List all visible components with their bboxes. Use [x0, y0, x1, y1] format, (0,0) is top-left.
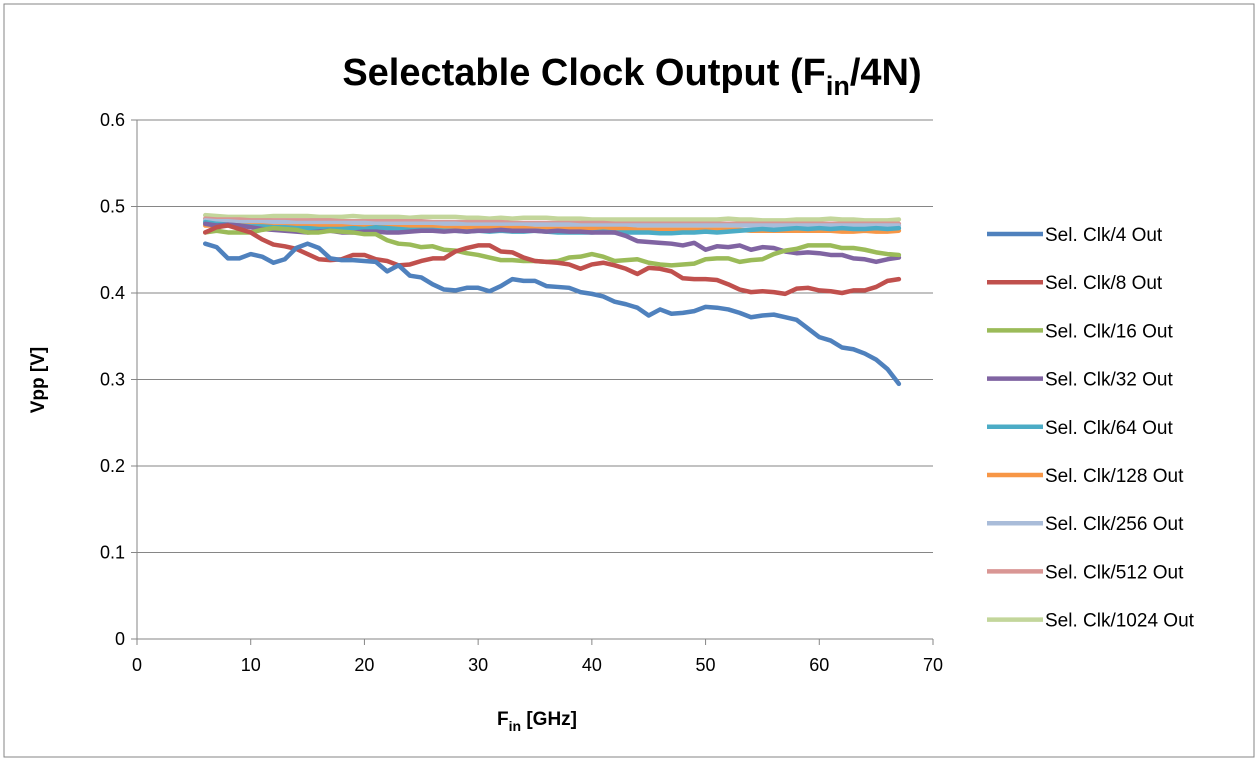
legend-label: Sel. Clk/512 Out	[1045, 562, 1184, 583]
series-line	[202, 241, 902, 387]
legend-label: Sel. Clk/32 Out	[1045, 370, 1173, 391]
series-line	[202, 223, 902, 297]
y-tick-label: 0.1	[100, 543, 125, 563]
xlabel-subscript: in	[509, 718, 521, 734]
title-part: Selectable Clock Output (F	[342, 52, 826, 94]
x-tick-label: 20	[354, 655, 374, 675]
y-tick-label: 0.5	[100, 197, 125, 217]
xlabel-part: [GHz]	[521, 709, 577, 730]
chart-frame	[3, 3, 1255, 758]
x-tick-label: 50	[696, 655, 716, 675]
legend-label: Sel. Clk/256 Out	[1045, 514, 1184, 535]
series-line	[202, 212, 902, 223]
x-tick-label: 70	[923, 655, 943, 675]
x-tick-label: 0	[132, 655, 142, 675]
y-axis-label: Vpp [V]	[28, 347, 49, 414]
title-subscript: in	[826, 71, 850, 101]
y-tick-label: 0	[115, 629, 125, 649]
x-tick-label: 30	[468, 655, 488, 675]
x-tick-label: 40	[582, 655, 602, 675]
legend-label: Sel. Clk/1024 Out	[1045, 611, 1195, 632]
x-axis-label: Fin [GHz]	[497, 709, 577, 734]
x-tick-label: 60	[809, 655, 829, 675]
legend-label: Sel. Clk/128 Out	[1045, 466, 1184, 487]
legend-label: Sel. Clk/4 Out	[1045, 225, 1163, 246]
y-tick-label: 0.6	[100, 110, 125, 130]
y-tick-label: 0.2	[100, 456, 125, 476]
y-tick-label: 0.4	[100, 283, 125, 303]
legend-label: Sel. Clk/64 Out	[1045, 418, 1173, 439]
chart-title: Selectable Clock Output (Fin/4N)	[342, 52, 921, 101]
series-line	[202, 218, 902, 228]
y-tick-label: 0.3	[100, 370, 125, 390]
legend-label: Sel. Clk/8 Out	[1045, 273, 1163, 294]
xlabel-part: F	[497, 709, 509, 730]
x-tick-label: 10	[241, 655, 261, 675]
title-part: /4N)	[850, 52, 922, 94]
legend-label: Sel. Clk/16 Out	[1045, 321, 1173, 342]
